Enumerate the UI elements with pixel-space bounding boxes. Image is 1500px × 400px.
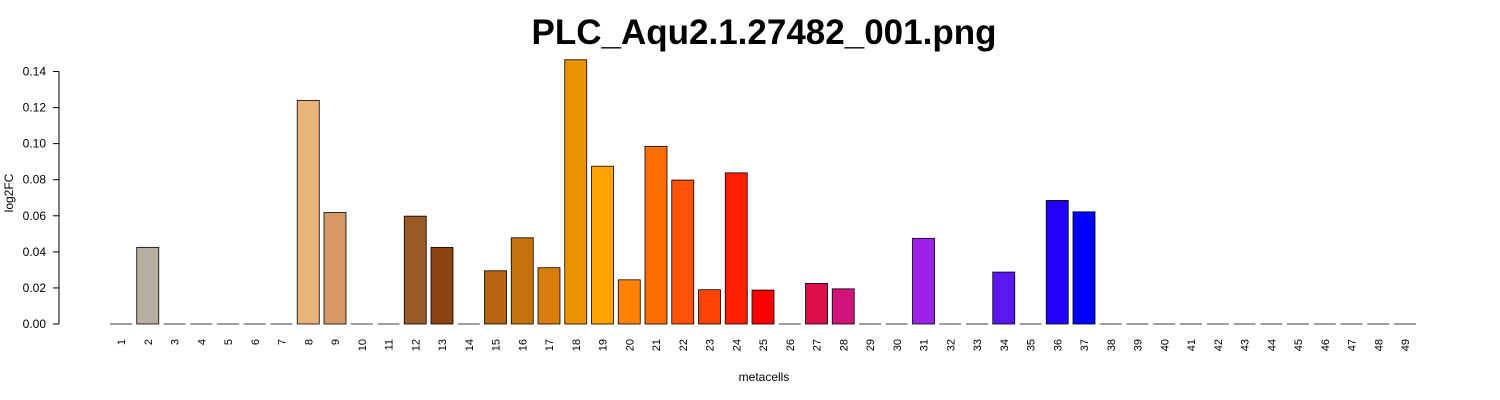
x-tick-label: 27 xyxy=(812,339,824,351)
chart-title: PLC_Aqu2.1.27482_001.png xyxy=(532,13,997,52)
bar xyxy=(671,179,695,325)
x-tick-label: 19 xyxy=(598,339,610,351)
x-tick-label: 20 xyxy=(624,339,636,351)
bar xyxy=(805,283,828,325)
bar xyxy=(564,59,588,325)
bar xyxy=(724,172,748,325)
y-axis: 0.00 0.02 0.04 0.06 0.08 0.10 0.12 0.14 xyxy=(23,65,60,331)
x-tick-label: 10 xyxy=(357,339,369,351)
bar xyxy=(831,288,855,325)
x-tick-label: 23 xyxy=(705,339,717,351)
bar xyxy=(430,246,454,325)
bar xyxy=(1045,200,1069,325)
bars xyxy=(110,59,1416,325)
bar xyxy=(323,212,347,325)
x-tick-label: 34 xyxy=(999,339,1011,351)
bar xyxy=(992,271,1016,325)
x-tick-label: 30 xyxy=(892,339,904,351)
x-tick-label: 14 xyxy=(464,339,476,351)
bar xyxy=(1072,211,1096,325)
x-tick-label: 15 xyxy=(491,339,503,351)
x-tick-label: 1 xyxy=(116,339,128,345)
y-tick-label: 0.04 xyxy=(23,245,47,259)
x-tick-label: 42 xyxy=(1213,339,1225,351)
x-tick-label: 47 xyxy=(1347,339,1359,351)
bar xyxy=(617,279,641,325)
y-tick-label: 0.14 xyxy=(23,65,47,79)
x-tick-label: 35 xyxy=(1026,339,1038,351)
x-tick-label: 33 xyxy=(972,339,984,351)
y-tick-label: 0.10 xyxy=(23,137,47,151)
x-tick-label: 12 xyxy=(410,339,422,351)
bar xyxy=(484,270,507,325)
bar xyxy=(537,267,561,325)
x-tick-label: 3 xyxy=(170,339,182,345)
x-tick-label: 40 xyxy=(1159,339,1171,351)
x-tick-label: 17 xyxy=(544,339,556,351)
bar xyxy=(296,99,320,325)
y-tick-label: 0.06 xyxy=(23,209,47,223)
x-tick-label: 31 xyxy=(919,339,931,351)
bar xyxy=(591,165,614,325)
y-tick-label: 0.12 xyxy=(23,101,47,115)
x-tick-label: 16 xyxy=(517,339,529,351)
x-tick-label: 6 xyxy=(250,339,262,345)
bar xyxy=(751,289,775,325)
x-tick-label: 22 xyxy=(678,339,690,351)
x-tick-label: 25 xyxy=(758,339,770,351)
bar xyxy=(698,289,721,325)
x-tick-label: 2 xyxy=(143,339,155,345)
x-tick-label: 11 xyxy=(384,339,396,350)
x-tick-label: 44 xyxy=(1266,339,1278,351)
x-tick-label: 36 xyxy=(1052,339,1064,351)
bar xyxy=(644,145,668,325)
x-tick-label: 8 xyxy=(303,339,315,345)
bar xyxy=(510,237,534,325)
x-tick-label: 41 xyxy=(1186,339,1198,351)
bar xyxy=(403,215,427,325)
bar xyxy=(912,237,935,325)
x-tick-label: 4 xyxy=(196,339,208,345)
x-tick-label: 7 xyxy=(277,339,289,345)
x-tick-label: 38 xyxy=(1106,339,1118,351)
x-tick-label: 21 xyxy=(651,339,663,351)
x-tick-label: 13 xyxy=(437,339,449,351)
x-tick-label: 5 xyxy=(223,339,235,345)
bar xyxy=(136,246,160,325)
x-tick-labels: 1 2 3 4 5 6 7 8 9 10 11 12 13 14 15 16 17 18 19 20 21 22 23 24 2… xyxy=(116,339,1412,351)
x-tick-label: 28 xyxy=(838,339,850,351)
x-tick-label: 45 xyxy=(1293,339,1305,351)
x-tick-label: 39 xyxy=(1133,339,1145,351)
y-tick-label: 0.00 xyxy=(23,317,47,331)
x-tick-label: 18 xyxy=(571,339,583,351)
x-tick-label: 48 xyxy=(1373,339,1385,351)
x-tick-label: 43 xyxy=(1240,339,1252,351)
x-tick-label: 26 xyxy=(785,339,797,351)
x-tick-label: 37 xyxy=(1079,339,1091,351)
x-tick-label: 49 xyxy=(1400,339,1412,351)
x-tick-label: 24 xyxy=(731,339,743,351)
x-axis-label: metacells xyxy=(739,370,790,384)
y-axis-label: log2FC xyxy=(2,173,16,212)
x-tick-label: 46 xyxy=(1320,339,1332,351)
x-tick-label: 9 xyxy=(330,339,342,345)
y-tick-label: 0.02 xyxy=(23,281,47,295)
y-tick-label: 0.08 xyxy=(23,173,47,187)
x-tick-label: 29 xyxy=(865,339,877,351)
x-tick-label: 32 xyxy=(945,339,957,351)
